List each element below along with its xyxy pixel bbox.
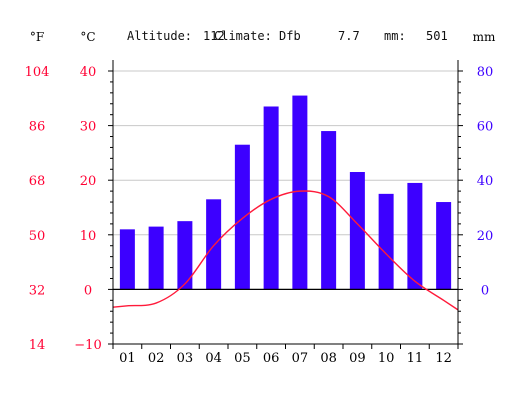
precip-bar	[119, 229, 135, 290]
precip-bar	[148, 226, 164, 290]
temperature-value: 7.7	[338, 29, 360, 43]
precip-bar	[378, 193, 394, 290]
altitude-label: Altitude:	[127, 29, 192, 43]
month-label: 01	[119, 351, 136, 366]
month-label: 06	[263, 351, 280, 366]
month-label: 10	[378, 351, 395, 366]
temperature-line	[112, 190, 459, 311]
month-label: 11	[407, 351, 424, 366]
altitude-value: 112	[203, 29, 225, 43]
precip-bar	[321, 131, 337, 290]
precip-bar	[292, 95, 308, 290]
precip-label: mm:	[384, 29, 406, 43]
month-label: 07	[292, 351, 309, 366]
precip-bar	[263, 106, 279, 290]
mm-tick-label: 20	[477, 229, 494, 244]
mm-tick-label: 60	[477, 120, 494, 135]
fahrenheit-tick-label: 32	[29, 283, 46, 298]
bars-layer	[119, 95, 452, 290]
fahrenheit-tick-label: 104	[25, 65, 50, 80]
celsius-tick-label: 20	[80, 174, 97, 189]
precip-bar	[206, 199, 222, 290]
celsius-tick-label: 30	[80, 120, 97, 135]
celsius-tick-label: −10	[74, 338, 101, 353]
axis-layer	[108, 60, 463, 349]
precip-bar	[349, 172, 365, 290]
mm-tick-label: 80	[477, 65, 494, 80]
precip-bar	[407, 182, 423, 290]
mm-unit: mm	[473, 30, 496, 44]
month-label: 05	[234, 351, 251, 366]
precip-bar	[234, 144, 250, 290]
mm-tick-label: 0	[481, 283, 489, 298]
line-layer	[112, 190, 459, 311]
month-label: 12	[435, 351, 452, 366]
fahrenheit-tick-label: 14	[29, 338, 46, 353]
month-label: 04	[205, 351, 222, 366]
grid-layer	[113, 70, 458, 236]
month-label: 08	[320, 351, 337, 366]
fahrenheit-tick-label: 68	[29, 174, 46, 189]
precip-bar	[436, 202, 452, 290]
precip-bar	[177, 221, 193, 290]
fahrenheit-tick-label: 86	[29, 120, 46, 135]
precip-value: 501	[426, 29, 448, 43]
celsius-tick-label: 0	[84, 283, 92, 298]
celsius-tick-label: 10	[80, 229, 97, 244]
month-label: 03	[177, 351, 194, 366]
celsius-unit: °C	[80, 30, 95, 44]
fahrenheit-unit: °F	[30, 30, 44, 44]
fahrenheit-tick-label: 50	[29, 229, 46, 244]
celsius-tick-label: 40	[80, 65, 97, 80]
labels-layer: 40 30 20 10 0 −10 104 86 68 50 32 14 80 60 40 20 0 01 02 03…	[25, 65, 494, 366]
month-label: 02	[148, 351, 165, 366]
climate-label: Climate: Dfb	[214, 29, 301, 43]
month-label: 09	[349, 351, 366, 366]
mm-tick-label: 40	[477, 174, 494, 189]
